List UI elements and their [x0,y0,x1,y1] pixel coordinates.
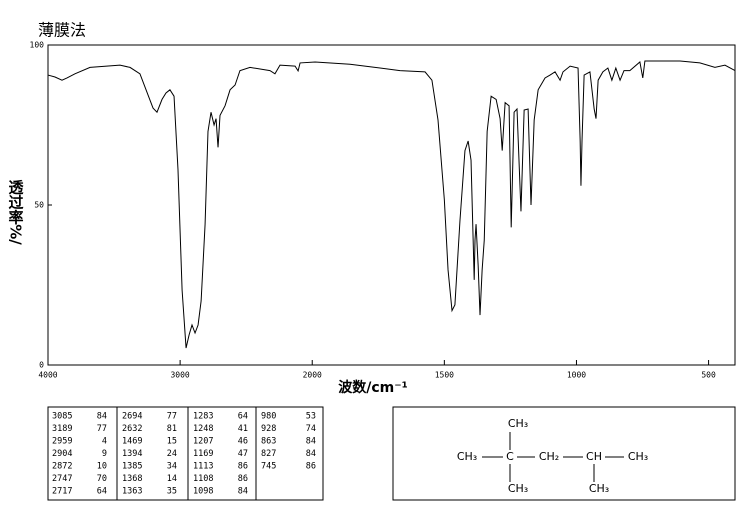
x-tick-label: 1000 [567,371,586,380]
y-tick-label: 0 [39,361,44,370]
x-tick-label: 3000 [170,371,189,380]
peak-wavenumber: 2747 [52,474,72,484]
peak-transmittance: 84 [238,487,248,497]
spectrum-line [47,60,736,349]
peak-transmittance: 24 [167,449,177,459]
peak-table-frame [47,406,324,501]
peak-transmittance: 64 [97,487,107,497]
peak-transmittance: 77 [97,424,107,434]
peak-wavenumber: 2632 [122,424,142,434]
peak-wavenumber: 745 [261,462,276,472]
peak-wavenumber: 1108 [193,474,213,484]
peak-transmittance: 64 [238,412,248,422]
peak-wavenumber: 1368 [122,474,142,484]
peak-transmittance: 4 [102,437,107,447]
peak-transmittance: 10 [97,462,107,472]
peak-transmittance: 74 [306,424,316,434]
peak-wavenumber: 2959 [52,437,72,447]
chart-title: 薄膜法 [38,21,86,40]
atom-label: CH₃ [628,450,648,463]
peak-transmittance: 15 [167,437,177,447]
peak-wavenumber: 863 [261,437,276,447]
atom-label: CH [586,450,602,463]
peak-transmittance: 70 [97,474,107,484]
peak-wavenumber: 1283 [193,412,213,422]
peak-wavenumber: 980 [261,412,276,422]
peak-wavenumber: 1385 [122,462,142,472]
peak-transmittance: 84 [97,412,107,422]
x-tick-label: 4000 [38,371,57,380]
peak-wavenumber: 1169 [193,449,213,459]
peak-wavenumber: 3085 [52,412,72,422]
plot-frame [47,44,736,366]
x-axis-label: 波数/cm⁻¹ [338,379,408,396]
peak-wavenumber: 1469 [122,437,142,447]
peak-transmittance: 34 [167,462,177,472]
peak-transmittance: 47 [238,449,248,459]
peak-transmittance: 86 [306,462,316,472]
peak-transmittance: 35 [167,487,177,497]
structure-frame [392,406,736,501]
peak-wavenumber: 1363 [122,487,142,497]
peak-wavenumber: 2904 [52,449,72,459]
peak-wavenumber: 1394 [122,449,142,459]
y-axis-label: 透过率%/ [7,179,25,245]
peak-transmittance: 14 [167,474,177,484]
atom-label: CH₃ [457,450,477,463]
peak-transmittance: 84 [306,449,316,459]
atom-label: CH₃ [589,482,609,495]
peak-wavenumber: 2872 [52,462,72,472]
peak-wavenumber: 3189 [52,424,72,434]
peak-wavenumber: 827 [261,449,276,459]
peak-transmittance: 86 [238,462,248,472]
peak-wavenumber: 928 [261,424,276,434]
peak-transmittance: 84 [306,437,316,447]
x-tick-label: 1500 [435,371,454,380]
atom-label: C [506,450,514,463]
peak-transmittance: 9 [102,449,107,459]
atom-label: CH₃ [508,417,528,430]
y-tick-label: 100 [30,41,45,50]
peak-transmittance: 46 [238,437,248,447]
peak-wavenumber: 2717 [52,487,72,497]
peak-transmittance: 77 [167,412,177,422]
peak-wavenumber: 1207 [193,437,213,447]
x-tick-label: 500 [701,371,716,380]
x-tick-label: 2000 [303,371,322,380]
structure: CH₃ CH₃ C CH₂ CH CH₃ CH₃ CH₃ [457,417,648,495]
peak-transmittance: 53 [306,412,316,422]
peak-transmittance: 81 [167,424,177,434]
peak-wavenumber: 1248 [193,424,213,434]
y-tick-label: 50 [34,201,44,210]
atom-label: CH₂ [539,450,559,463]
peak-wavenumber: 2694 [122,412,142,422]
peak-wavenumber: 1098 [193,487,213,497]
atom-label: CH₃ [508,482,528,495]
peak-transmittance: 86 [238,474,248,484]
peak-wavenumber: 1113 [193,462,213,472]
peak-transmittance: 41 [238,424,248,434]
